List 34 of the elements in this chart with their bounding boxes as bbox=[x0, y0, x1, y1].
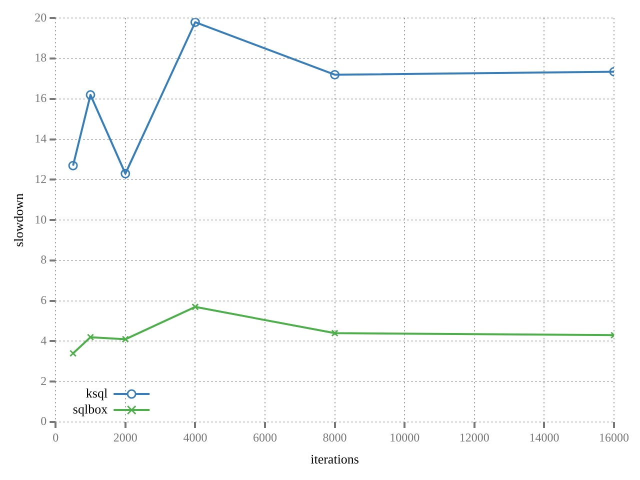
x-tick-label: 4000 bbox=[183, 430, 208, 444]
y-tick-label: 16 bbox=[34, 91, 47, 106]
y-tick-label: 14 bbox=[34, 131, 47, 146]
point bbox=[120, 168, 130, 178]
x-axis-title: iterations bbox=[310, 452, 359, 467]
point bbox=[68, 160, 78, 170]
x-tick-label: 14000 bbox=[529, 430, 560, 444]
y-tick-label: 8 bbox=[40, 252, 47, 267]
legend-label: sqlbox bbox=[72, 401, 108, 416]
x-tick-label: 8000 bbox=[322, 430, 347, 444]
legend-label: ksql bbox=[86, 385, 108, 400]
y-tick-label: 10 bbox=[34, 212, 47, 226]
x-tick-label: 0 bbox=[52, 430, 59, 444]
y-tick-label: 0 bbox=[40, 414, 47, 428]
y-axis-title: slowdown bbox=[11, 192, 26, 247]
point bbox=[192, 303, 199, 310]
point bbox=[330, 70, 340, 80]
y-tick-label: 20 bbox=[34, 10, 47, 24]
y-tick-label: 2 bbox=[40, 374, 47, 388]
point bbox=[331, 330, 338, 337]
point bbox=[122, 336, 129, 343]
point bbox=[69, 350, 77, 357]
y-tick-label: 18 bbox=[34, 50, 47, 65]
point bbox=[86, 90, 96, 100]
x-tick-label: 10000 bbox=[390, 430, 420, 444]
x-tick-label: 16000 bbox=[599, 430, 629, 444]
y-tick-label: 4 bbox=[40, 333, 47, 348]
point bbox=[190, 18, 200, 27]
x-tick-label: 12000 bbox=[459, 430, 490, 444]
y-tick-label: 6 bbox=[40, 293, 47, 308]
y-tick-label: 12 bbox=[34, 172, 47, 186]
point bbox=[86, 334, 94, 341]
x-tick-label: 2000 bbox=[113, 430, 138, 444]
x-tick-label: 6000 bbox=[253, 430, 277, 444]
